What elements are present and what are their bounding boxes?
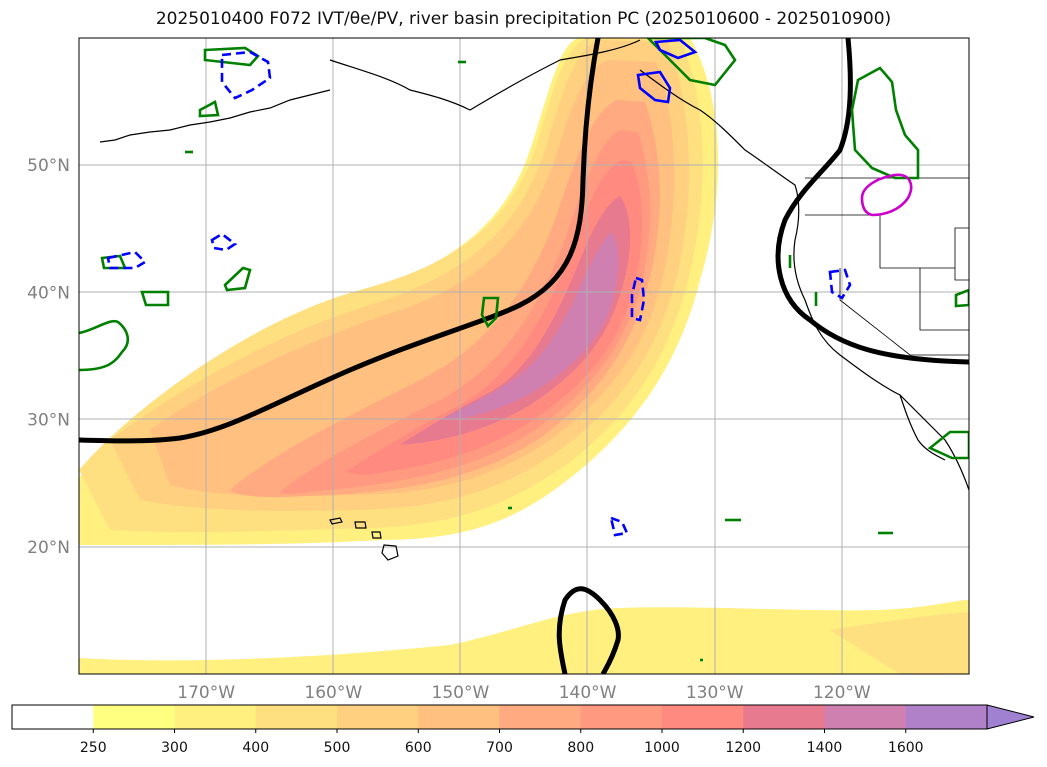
pc-contour-negative	[220, 50, 272, 100]
coastlines	[99, 39, 969, 561]
colorbar-label: 250	[80, 740, 107, 756]
pc-contour-negative	[653, 38, 698, 60]
latitude-labels: 50°N 40°N 30°N 20°N	[27, 156, 70, 558]
coast-hawaii-2	[354, 521, 367, 529]
colorbar-swatch	[824, 705, 907, 729]
longitude-label: 120°W	[813, 683, 871, 703]
coast-hawaii-3	[371, 531, 382, 539]
pc-contours	[79, 38, 969, 662]
colorbar-swatch	[337, 705, 419, 729]
colorbar-swatch	[174, 705, 257, 729]
pc-contour-negative	[210, 232, 238, 252]
pc-contour-positive	[927, 430, 969, 460]
map-title: 2025010400 F072 IVT/θe/PV, river basin p…	[155, 9, 892, 29]
colorbar-label: 1400	[807, 740, 843, 756]
ivt-band-southern	[79, 600, 969, 674]
coast-na	[639, 69, 969, 491]
colorbar-label: 800	[567, 740, 594, 756]
colorbar-labels: 250 300 400 500 600 700 800 1000 1200 1400 1600	[80, 729, 924, 756]
colorbar-label: 400	[242, 740, 269, 756]
theta-e-contour-main	[79, 38, 601, 444]
coast-hawaii-1	[329, 517, 343, 525]
pc-contour-positive	[223, 266, 252, 292]
map-area	[79, 38, 969, 674]
colorbar-extend-triangle	[987, 705, 1034, 729]
pc-contour-positive	[79, 319, 130, 372]
longitude-label: 130°W	[686, 683, 744, 703]
pc-contour-magenta	[860, 173, 913, 217]
colorbar: 250 300 400 500 600 700 800 1000 1200 1400 1600	[11, 704, 1035, 756]
pc-contour-negative	[636, 70, 672, 104]
longitude-label: 150°W	[432, 683, 490, 703]
longitude-label: 140°W	[559, 683, 617, 703]
pc-contour-positive	[140, 290, 170, 307]
theta-e-contour-east	[775, 38, 969, 365]
pc-contour-negative	[106, 250, 148, 270]
latitude-label: 40°N	[27, 283, 70, 303]
coast-aleutians	[99, 89, 331, 143]
theta-e-contour-south	[556, 586, 621, 674]
ivt-band-1200	[440, 232, 619, 420]
pc-contour-negative	[609, 515, 629, 537]
colorbar-swatch	[93, 705, 175, 729]
colorbar-label: 1000	[644, 740, 680, 756]
colorbar-label: 1200	[725, 740, 761, 756]
pc-contour-positive	[646, 38, 737, 87]
borders	[805, 177, 969, 356]
colorbar-swatch	[12, 705, 94, 729]
colorbar-swatch	[662, 705, 744, 729]
pc-contour-negative	[630, 276, 646, 322]
longitude-label: 170°W	[177, 683, 235, 703]
colorbar-swatch	[499, 705, 582, 729]
pc-contour-negative	[828, 268, 852, 300]
map-frame	[78, 37, 970, 675]
latitude-label: 20°N	[27, 538, 70, 558]
colorbar-swatch	[743, 705, 825, 729]
coast-baja	[899, 394, 946, 461]
colorbar-swatch	[905, 705, 988, 729]
colorbar-swatch	[580, 705, 663, 729]
longitude-labels: 170°W 160°W 150°W 140°W 130°W 120°W	[177, 683, 871, 703]
colorbar-label: 700	[486, 740, 513, 756]
pc-contour-positive	[203, 46, 261, 67]
ivt-band-southern-inner	[830, 612, 969, 674]
longitude-label: 160°W	[304, 683, 362, 703]
coast-hawaii-4	[381, 544, 399, 561]
pc-contour-positive	[198, 100, 220, 118]
latitude-label: 30°N	[27, 411, 70, 431]
pc-contour-positive	[850, 66, 920, 180]
pc-contour-positive	[954, 288, 969, 308]
colorbar-label: 1600	[888, 740, 924, 756]
theta-e-contours	[79, 38, 969, 674]
colorbar-swatch	[418, 705, 500, 729]
coast-alaska	[329, 39, 641, 111]
colorbar-label: 600	[405, 740, 432, 756]
colorbar-swatch	[255, 705, 338, 729]
ivt-band-700	[280, 130, 650, 494]
colorbar-label: 500	[324, 740, 351, 756]
colorbar-label: 300	[161, 740, 188, 756]
pc-contour-positive	[480, 296, 500, 329]
latitude-label: 50°N	[27, 156, 70, 176]
